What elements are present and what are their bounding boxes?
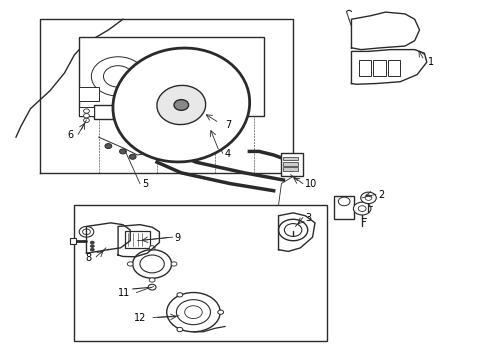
Bar xyxy=(137,119,205,144)
Text: 1: 1 xyxy=(427,57,433,67)
Text: 7: 7 xyxy=(224,120,231,130)
Text: 2: 2 xyxy=(377,190,384,200)
Bar xyxy=(215,80,244,102)
Circle shape xyxy=(127,262,133,266)
Text: 11: 11 xyxy=(118,288,130,298)
Circle shape xyxy=(149,278,155,282)
Bar xyxy=(387,60,399,76)
Bar xyxy=(186,102,205,116)
Circle shape xyxy=(176,300,210,325)
Bar xyxy=(79,37,264,116)
Text: 10: 10 xyxy=(305,179,317,189)
Bar xyxy=(94,105,113,119)
Circle shape xyxy=(90,241,94,244)
Circle shape xyxy=(83,109,89,113)
Circle shape xyxy=(82,229,90,235)
Circle shape xyxy=(166,293,220,332)
Circle shape xyxy=(105,144,112,149)
Text: 6: 6 xyxy=(67,130,73,140)
Bar xyxy=(125,231,149,248)
Circle shape xyxy=(148,284,156,290)
Bar xyxy=(142,76,171,91)
Circle shape xyxy=(278,219,307,241)
Bar xyxy=(358,60,370,76)
Circle shape xyxy=(176,62,215,91)
Bar xyxy=(372,60,385,76)
Circle shape xyxy=(360,192,375,203)
Circle shape xyxy=(198,123,212,134)
Bar xyxy=(166,123,181,141)
Circle shape xyxy=(192,118,219,138)
Bar xyxy=(283,167,297,171)
Circle shape xyxy=(353,202,370,215)
Text: 5: 5 xyxy=(142,179,148,189)
Circle shape xyxy=(83,118,89,122)
Circle shape xyxy=(174,100,188,111)
Text: 9: 9 xyxy=(174,233,180,243)
Bar xyxy=(283,162,297,166)
Circle shape xyxy=(186,69,205,84)
Polygon shape xyxy=(278,213,314,251)
Circle shape xyxy=(103,66,132,87)
Bar xyxy=(283,157,297,160)
Circle shape xyxy=(190,104,211,120)
Bar xyxy=(79,107,94,116)
Bar xyxy=(281,153,303,176)
Bar xyxy=(79,87,99,102)
Polygon shape xyxy=(351,12,419,50)
Circle shape xyxy=(91,57,144,96)
Circle shape xyxy=(140,255,164,273)
Polygon shape xyxy=(351,50,426,84)
Text: 4: 4 xyxy=(224,149,231,159)
Circle shape xyxy=(171,262,177,266)
Bar xyxy=(70,238,76,244)
Circle shape xyxy=(284,224,301,237)
Polygon shape xyxy=(86,223,130,253)
Circle shape xyxy=(365,195,371,201)
Bar xyxy=(147,123,162,141)
Bar xyxy=(334,196,353,219)
Circle shape xyxy=(132,249,171,278)
Circle shape xyxy=(184,306,202,319)
Circle shape xyxy=(90,248,94,251)
Polygon shape xyxy=(118,225,159,257)
Circle shape xyxy=(90,245,94,248)
Circle shape xyxy=(177,293,183,297)
Circle shape xyxy=(129,154,136,159)
Circle shape xyxy=(338,197,349,206)
Circle shape xyxy=(79,226,94,237)
Circle shape xyxy=(164,93,198,117)
Circle shape xyxy=(358,206,366,211)
Circle shape xyxy=(83,113,89,118)
Circle shape xyxy=(217,310,223,314)
Circle shape xyxy=(119,149,126,154)
Circle shape xyxy=(149,246,155,250)
Bar xyxy=(186,123,201,141)
Ellipse shape xyxy=(157,85,205,125)
Circle shape xyxy=(177,327,183,332)
Text: 12: 12 xyxy=(134,313,146,323)
Text: 3: 3 xyxy=(305,213,311,223)
Text: 8: 8 xyxy=(85,252,91,262)
Ellipse shape xyxy=(113,48,249,162)
Bar xyxy=(74,205,326,341)
